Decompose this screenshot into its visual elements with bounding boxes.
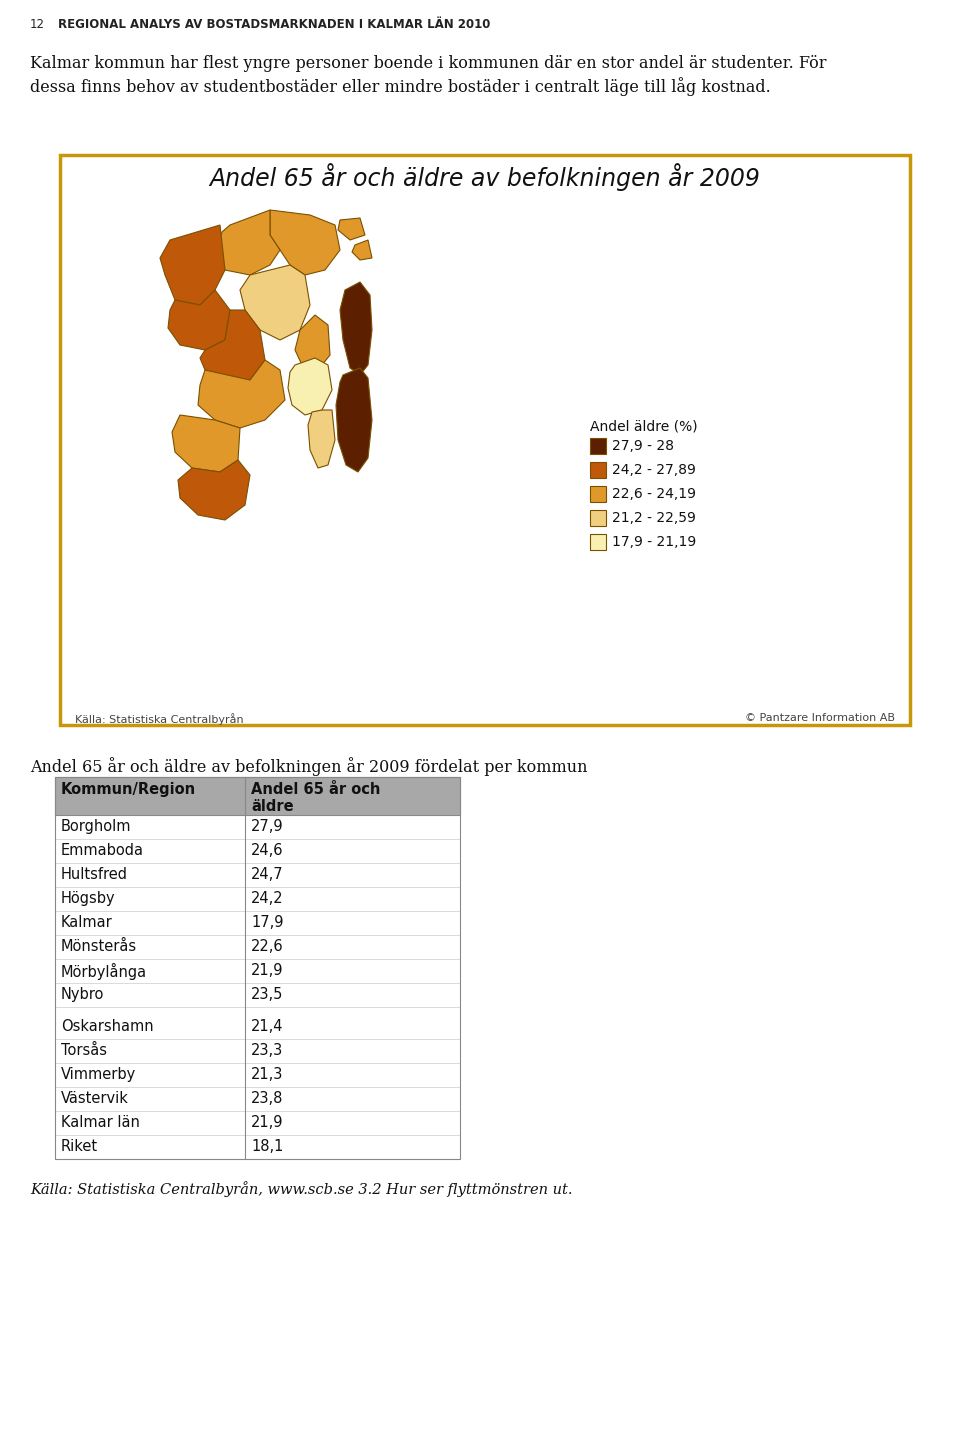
Bar [55,777,460,814]
Text: Källa: Statistiska Centralbyrån: Källa: Statistiska Centralbyrån [75,713,244,724]
Text: Andel äldre (%): Andel äldre (%) [590,420,698,435]
Bar [55,982,460,1007]
Text: Andel 65 år och äldre av befolkningen år 2009: Andel 65 år och äldre av befolkningen år… [209,162,760,191]
Polygon shape [215,210,280,275]
Text: 12: 12 [30,17,45,30]
Polygon shape [200,310,265,383]
Text: 24,2 - 27,89: 24,2 - 27,89 [612,464,696,477]
Text: 23,5: 23,5 [251,987,283,1003]
Text: 17,9: 17,9 [251,914,283,930]
Bar [590,462,606,478]
Text: 23,3: 23,3 [251,1043,283,1058]
Text: 24,7: 24,7 [251,867,283,882]
Polygon shape [295,314,330,369]
Text: 21,9: 21,9 [251,1114,283,1130]
Text: 21,9: 21,9 [251,964,283,978]
Polygon shape [336,368,372,472]
Text: Emmaboda: Emmaboda [61,843,144,858]
Text: Mönsterås: Mönsterås [61,939,137,953]
Bar [55,959,460,982]
Text: Kalmar län: Kalmar län [61,1114,140,1130]
Bar [55,864,460,887]
Text: 21,4: 21,4 [251,1019,283,1035]
Text: Källa: Statistiska Centralbyrån, www.scb.se 3.2 Hur ser flyttmönstren ut.: Källa: Statistiska Centralbyrån, www.scb… [30,1181,572,1197]
Text: REGIONAL ANALYS AV BOSTADSMARKNADEN I KALMAR LÄN 2010: REGIONAL ANALYS AV BOSTADSMARKNADEN I KA… [58,17,491,30]
Text: Torsås: Torsås [61,1043,107,1058]
Polygon shape [340,283,372,375]
Text: Mörbylånga: Mörbylånga [61,964,147,980]
Bar [60,155,910,724]
Text: © Pantzare Information AB: © Pantzare Information AB [745,713,895,723]
Text: Riket: Riket [61,1139,98,1153]
Text: Vimmerby: Vimmerby [61,1066,136,1082]
Bar [590,535,606,551]
Text: 17,9 - 21,19: 17,9 - 21,19 [612,535,696,549]
Text: dessa finns behov av studentbostäder eller mindre bostäder i centralt läge till : dessa finns behov av studentbostäder ell… [30,77,771,96]
Text: 18,1: 18,1 [251,1139,283,1153]
Text: Kommun/Region: Kommun/Region [61,782,196,797]
Polygon shape [338,217,365,241]
Polygon shape [198,359,285,427]
Text: Andel 65 år och äldre av befolkningen år 2009 fördelat per kommun: Andel 65 år och äldre av befolkningen år… [30,756,588,775]
Text: 27,9: 27,9 [251,819,283,835]
Text: 21,3: 21,3 [251,1066,283,1082]
Text: Västervik: Västervik [61,1091,129,1106]
Text: 23,8: 23,8 [251,1091,283,1106]
Bar [55,935,460,959]
Text: Andel 65 år och
äldre: Andel 65 år och äldre [251,782,380,814]
Bar [590,510,606,526]
Polygon shape [178,459,250,520]
Text: 24,2: 24,2 [251,891,283,906]
Text: Högsby: Högsby [61,891,115,906]
Text: Kalmar kommun har flest yngre personer boende i kommunen där en stor andel är st: Kalmar kommun har flest yngre personer b… [30,55,827,72]
Text: Borgholm: Borgholm [61,819,132,835]
Text: 24,6: 24,6 [251,843,283,858]
Polygon shape [288,358,332,414]
Text: Oskarshamn: Oskarshamn [61,1019,154,1035]
Polygon shape [270,210,340,275]
Polygon shape [308,410,335,468]
Text: 27,9 - 28: 27,9 - 28 [612,439,674,454]
Polygon shape [240,265,310,341]
Bar [55,1064,460,1087]
Bar [55,1087,460,1111]
Bar [55,887,460,911]
Text: Hultsfred: Hultsfred [61,867,128,882]
Bar [55,839,460,864]
Text: 22,6: 22,6 [251,939,283,953]
Bar [55,1014,460,1039]
Polygon shape [352,241,372,259]
Bar [55,1135,460,1159]
Text: Kalmar: Kalmar [61,914,112,930]
Text: 22,6 - 24,19: 22,6 - 24,19 [612,487,696,501]
Text: Nybro: Nybro [61,987,105,1003]
Bar [55,911,460,935]
Bar [590,485,606,501]
Bar [55,814,460,839]
Bar [55,1039,460,1064]
Bar [55,777,460,1159]
Polygon shape [172,414,240,472]
Bar [55,1111,460,1135]
Polygon shape [160,225,225,304]
Polygon shape [168,290,230,351]
Bar [590,438,606,454]
Text: 21,2 - 22,59: 21,2 - 22,59 [612,511,696,525]
